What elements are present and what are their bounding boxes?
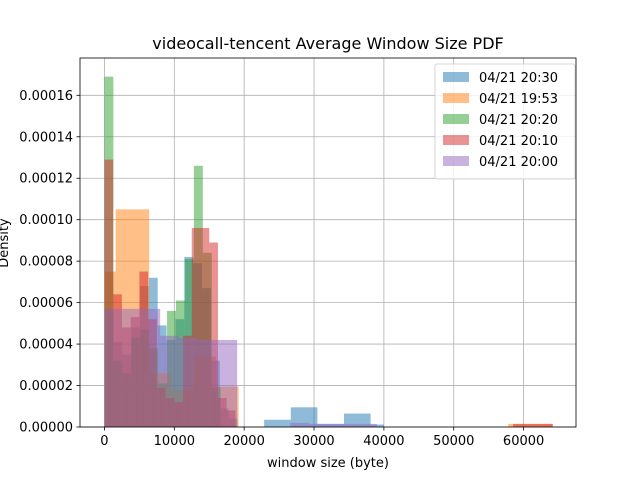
histogram-bar	[141, 308, 161, 427]
legend-swatch	[443, 114, 469, 124]
legend: 04/21 20:30 04/21 19:53 04/21 20:20 04/21 2…	[434, 63, 576, 180]
y-tick-label: 0.00008	[19, 255, 73, 270]
histogram-bar	[370, 424, 384, 427]
histogram-bar	[290, 422, 309, 427]
legend-label: 04/21 20:00	[479, 155, 558, 170]
histogram-bar	[327, 423, 347, 427]
x-tick-label: 10000	[154, 434, 195, 449]
y-tick-label: 0.00006	[19, 296, 73, 311]
x-tick-label: 30000	[293, 434, 334, 449]
histogram-bar	[290, 407, 318, 427]
histogram-bar	[513, 423, 553, 427]
y-tick-label: 0.00004	[19, 338, 73, 353]
axes-frame	[79, 57, 577, 428]
legend-swatch	[443, 93, 469, 103]
histogram-bar	[215, 339, 238, 427]
histogram-bar	[343, 413, 371, 427]
series-5-bars	[104, 308, 377, 427]
histogram-bar	[346, 423, 365, 427]
histogram-bar	[104, 308, 124, 427]
histogram-bar	[197, 339, 216, 427]
x-tick-label: 40000	[363, 434, 404, 449]
histogram-bar	[200, 227, 210, 427]
legend-box	[434, 63, 576, 180]
histogram-bar	[191, 227, 201, 427]
x-tick-label: 0	[100, 434, 108, 449]
histogram-bar	[264, 419, 291, 427]
x-axis-label: window size (byte)	[267, 456, 389, 471]
y-tick-label: 0.00000	[19, 421, 73, 436]
y-tick-label: 0.00012	[19, 172, 73, 187]
histogram-bar	[178, 337, 198, 427]
histogram-bar	[104, 159, 114, 427]
histogram-bar	[209, 242, 218, 427]
y-axis-label: Density	[0, 218, 12, 268]
x-tick-label: 50000	[433, 434, 474, 449]
y-tick-label: 0.00014	[19, 130, 73, 145]
y-tick-label: 0.00016	[19, 89, 73, 104]
legend-swatch	[443, 72, 469, 82]
y-tick-label: 0.00002	[19, 379, 73, 394]
axis-ticks: 0 10000 20000 30000 40000 50000 60000 0.00000 0.…	[19, 89, 544, 449]
legend-label: 04/21 20:10	[479, 134, 558, 149]
histogram-bar	[364, 423, 377, 427]
histogram-bars	[104, 76, 553, 428]
x-tick-label: 20000	[223, 434, 264, 449]
legend-label: 04/21 20:20	[479, 113, 558, 128]
histogram-bar	[308, 423, 328, 427]
y-tick-label: 0.00010	[19, 213, 73, 228]
legend-label: 04/21 19:53	[479, 92, 558, 107]
legend-label: 04/21 20:30	[479, 71, 558, 86]
legend-swatch	[443, 156, 469, 166]
histogram-bar	[123, 308, 142, 427]
chart-title: videocall-tencent Average Window Size PD…	[152, 34, 503, 53]
x-tick-label: 60000	[503, 434, 544, 449]
histogram-bar	[160, 335, 179, 427]
legend-swatch	[443, 135, 469, 145]
